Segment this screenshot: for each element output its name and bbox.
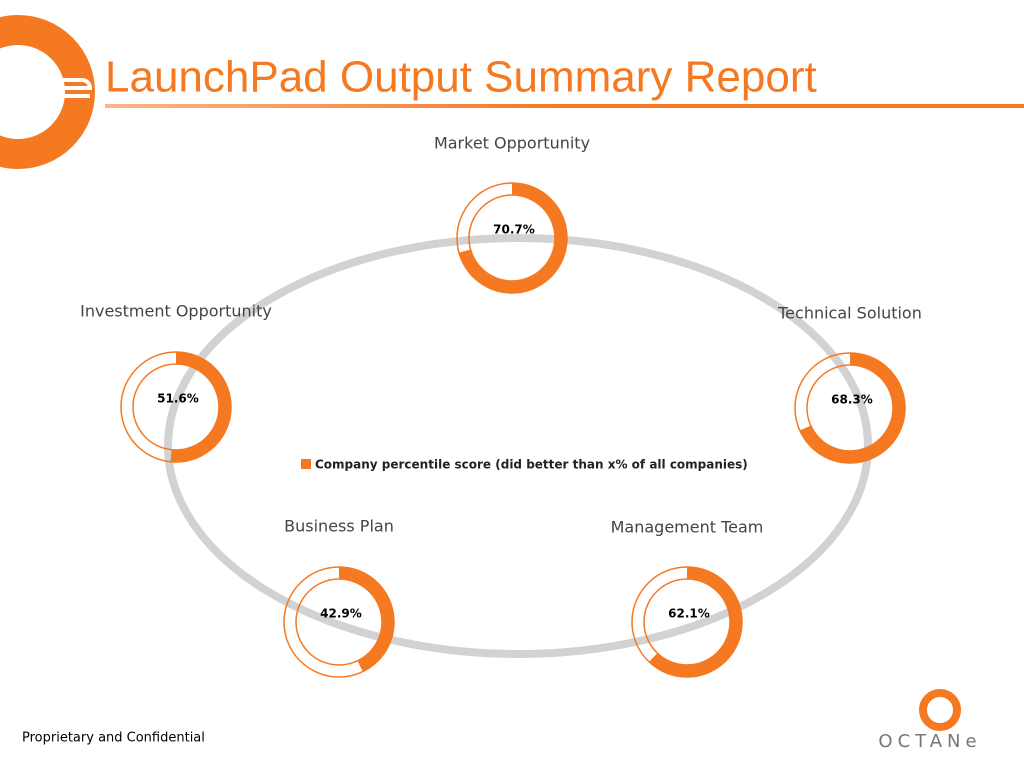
logo-ring <box>0 15 95 169</box>
value-label: 42.9% <box>320 607 362 621</box>
value-label: 70.7% <box>493 223 535 237</box>
donut-arc <box>649 567 742 678</box>
chart-title: Business Plan <box>284 517 394 536</box>
donut-arc <box>339 567 394 672</box>
octane-logo: OCTANe <box>878 731 981 752</box>
chart-title: Market Opportunity <box>434 134 590 153</box>
donut-arc <box>799 353 905 463</box>
chart-title: Management Team <box>611 518 764 537</box>
logo-e <box>50 78 93 98</box>
cycle-ellipse <box>164 234 872 658</box>
value-label: 51.6% <box>157 392 199 406</box>
legend-swatch <box>301 459 311 469</box>
legend-label: Company percentile score (did better tha… <box>315 458 748 472</box>
ring-inner <box>643 578 731 666</box>
slide-title: LaunchPad Output Summary Report <box>105 53 817 102</box>
value-label: 68.3% <box>831 393 873 407</box>
chart-title: Technical Solution <box>777 304 922 323</box>
chart-title: Investment Opportunity <box>80 302 272 321</box>
donut-arc <box>170 352 231 462</box>
footer: Proprietary and Confidential <box>22 731 205 746</box>
value-label: 62.1% <box>668 607 710 621</box>
octane-ring <box>919 689 961 731</box>
title-rule <box>105 104 1024 108</box>
